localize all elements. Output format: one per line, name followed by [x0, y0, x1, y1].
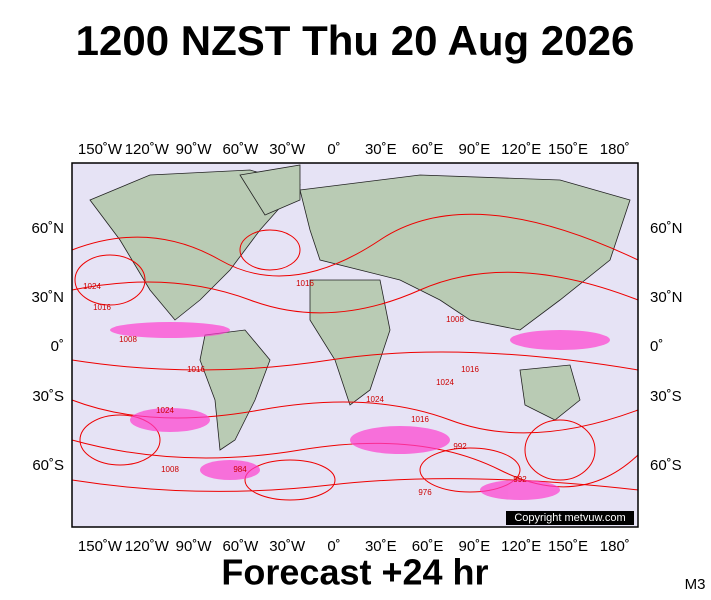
longitude-label-bottom: 30˚W: [269, 538, 306, 555]
copyright-box: [506, 511, 634, 525]
isobar-label: 1008: [446, 315, 464, 324]
latitude-label-left: 30˚S: [32, 388, 64, 405]
isobar-label: 1024: [436, 378, 454, 387]
longitude-label-bottom: 150˚W: [78, 538, 123, 555]
isobar-label: 1016: [187, 365, 205, 374]
longitude-label-top: 120˚W: [125, 141, 170, 158]
longitude-label-top: 60˚E: [412, 141, 444, 158]
isobar-label: 1016: [296, 279, 314, 288]
isobar-label: 1024: [366, 395, 384, 404]
longitude-label-bottom: 120˚W: [125, 538, 170, 555]
isobar-label: 1024: [156, 406, 174, 415]
latitude-label-right: 30˚S: [650, 388, 682, 405]
latitude-label-right: 0˚: [650, 338, 663, 355]
longitude-label-bottom: 90˚E: [459, 538, 491, 555]
isobar-label: 1008: [161, 465, 179, 474]
title: 1200 NZST Thu 20 Aug 2026: [76, 17, 635, 64]
isobar-label: 1016: [93, 303, 111, 312]
longitude-label-bottom: 180˚: [600, 538, 630, 555]
isobar-label: 992: [453, 442, 467, 451]
longitude-label-bottom: 60˚W: [222, 538, 259, 555]
latitude-label-left: 30˚N: [31, 289, 64, 306]
longitude-label-top: 90˚W: [176, 141, 213, 158]
copyright: Copyright metvuw.com: [514, 512, 625, 524]
isobar-label: 984: [233, 465, 247, 474]
latitude-label-left: 60˚S: [32, 457, 64, 474]
isobar-label: 1024: [83, 282, 101, 291]
map-frame: [71, 162, 639, 528]
isobar-label: 1016: [411, 415, 429, 424]
longitude-label-bottom: 60˚E: [412, 538, 444, 555]
longitude-label-bottom: 150˚E: [548, 538, 588, 555]
forecast-label: Forecast +24 hr: [221, 552, 488, 593]
longitude-label-bottom: 90˚W: [176, 538, 213, 555]
longitude-label-top: 120˚E: [501, 141, 541, 158]
longitude-label-top: 150˚W: [78, 141, 123, 158]
isobar-label: 1008: [119, 335, 137, 344]
model-label: M3: [685, 576, 706, 593]
longitude-label-top: 30˚E: [365, 141, 397, 158]
longitude-label-bottom: 30˚E: [365, 538, 397, 555]
longitude-label-top: 180˚: [600, 141, 630, 158]
land: [89, 164, 631, 451]
isobar-label: 976: [418, 488, 432, 497]
latitude-label-left: 60˚N: [31, 220, 64, 237]
longitude-label-top: 60˚W: [222, 141, 259, 158]
map: Copyright metvuw.com: [71, 162, 639, 528]
longitude-label-bottom: 0˚: [327, 538, 340, 555]
longitude-label-top: 90˚E: [459, 141, 491, 158]
latitude-label-left: 0˚: [51, 338, 64, 355]
precipitation: [110, 322, 610, 500]
isobar-label: 1016: [461, 365, 479, 374]
latitude-label-right: 30˚N: [650, 289, 683, 306]
longitude-label-top: 150˚E: [548, 141, 588, 158]
latitude-label-right: 60˚N: [650, 220, 683, 237]
longitude-label-bottom: 120˚E: [501, 538, 541, 555]
isobar-label: 992: [513, 475, 527, 484]
longitude-label-top: 30˚W: [269, 141, 306, 158]
latitude-label-right: 60˚S: [650, 457, 682, 474]
longitude-label-top: 0˚: [327, 141, 340, 158]
